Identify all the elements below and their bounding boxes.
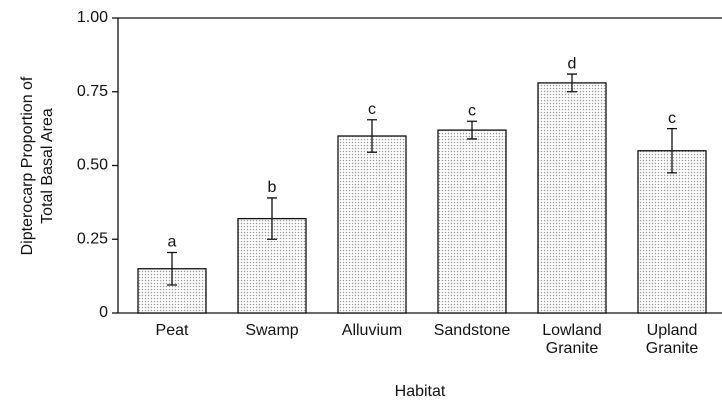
error-bar [167,251,177,286]
bar [337,135,407,314]
x-tick-label: Lowland Granite [542,322,602,357]
y-axis-label: Total Basal Area [39,108,56,224]
x-tick-label: Alluvium [341,322,403,339]
significance-letter: b [268,179,277,196]
error-bar [567,73,577,93]
y-tick-label: 1.00 [77,9,108,26]
x-tick-label: Peat [155,322,189,339]
x-axis-label: Habitat [395,383,446,400]
bar [437,129,507,314]
significance-letter: a [168,234,177,251]
x-tick-label: Upland Granite [645,322,699,357]
x-tick-label: Sandstone [433,322,511,339]
error-bar [367,119,377,153]
y-tick-label: 0.75 [77,83,108,100]
y-tick-label: 0 [99,304,108,321]
x-tick-label: Swamp [245,322,299,339]
y-tick-label: 0.25 [77,230,108,247]
significance-letter: d [568,55,577,72]
bar [637,150,707,314]
significance-letter: c [668,110,676,127]
error-bar [267,197,277,240]
y-tick-label: 0.50 [77,157,108,174]
bar [537,82,607,314]
significance-letter: c [368,101,376,118]
error-bar [667,127,677,174]
significance-letter: c [468,102,476,119]
error-bar [467,120,477,140]
y-axis-label: Dipterocarp Proportion of [19,76,36,255]
